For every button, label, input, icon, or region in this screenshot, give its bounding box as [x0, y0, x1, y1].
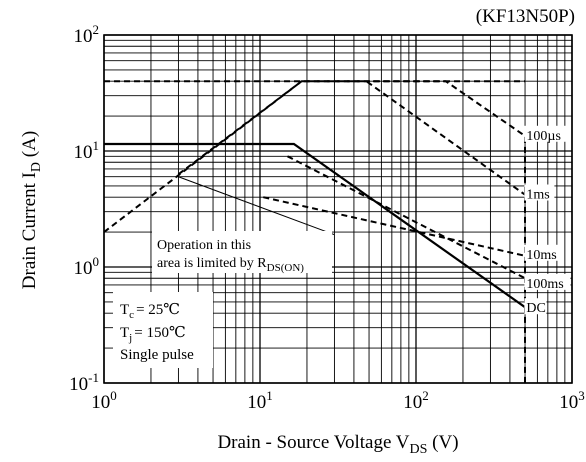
series-label-bg — [524, 273, 571, 290]
y-tick-label: 102 — [74, 22, 100, 47]
series-label-bg — [524, 125, 571, 142]
series-line-1ms — [177, 80, 526, 196]
y-tick-label: 100 — [74, 254, 100, 279]
junction-temperature: Tj = 150℃ — [120, 325, 186, 344]
x-tick-label: 101 — [247, 388, 273, 413]
series-line-100ms — [287, 155, 526, 280]
y-axis-label: Drain Current ID (A) — [19, 131, 44, 289]
series-label: 100ms — [526, 277, 563, 292]
series-label: 1ms — [526, 188, 549, 203]
case-temperature: Tc = 25℃ — [120, 302, 180, 321]
series-label: 10ms — [526, 248, 556, 263]
series-line-10ms — [263, 196, 526, 257]
series-label: DC — [526, 301, 545, 316]
chart-grid — [103, 34, 573, 384]
series-label-bg — [524, 244, 563, 261]
x-tick-label: 102 — [403, 388, 429, 413]
part-number: (KF13N50P) — [476, 6, 575, 27]
chart-series — [103, 80, 526, 383]
series-label: 100µs — [526, 129, 561, 144]
annotation-arrow — [178, 176, 335, 236]
annotation-box: Operation in this area is limited by RDS… — [152, 231, 332, 274]
x-tick-label: 103 — [559, 388, 585, 413]
conditions-box: Tc = 25℃ Tj = 150℃ Single pulse — [113, 292, 213, 368]
y-tick-label: 101 — [74, 138, 100, 163]
series-label-bg — [524, 184, 555, 201]
chart-labels: 100µs 1ms 10ms 100ms DC — [524, 125, 571, 316]
series-label-bg — [524, 298, 547, 315]
x-tick-label: 100 — [91, 388, 117, 413]
annotation-line1: Operation in this — [157, 238, 251, 253]
annotation-line2: area is limited by RDS(ON) — [157, 256, 304, 274]
single-pulse-label: Single pulse — [120, 347, 194, 363]
y-tick-label: 10-1 — [69, 370, 99, 395]
x-axis-label: Drain - Source Voltage VDS (V) — [217, 432, 458, 457]
plot-frame — [103, 34, 573, 384]
series-line-dc — [104, 142, 526, 309]
